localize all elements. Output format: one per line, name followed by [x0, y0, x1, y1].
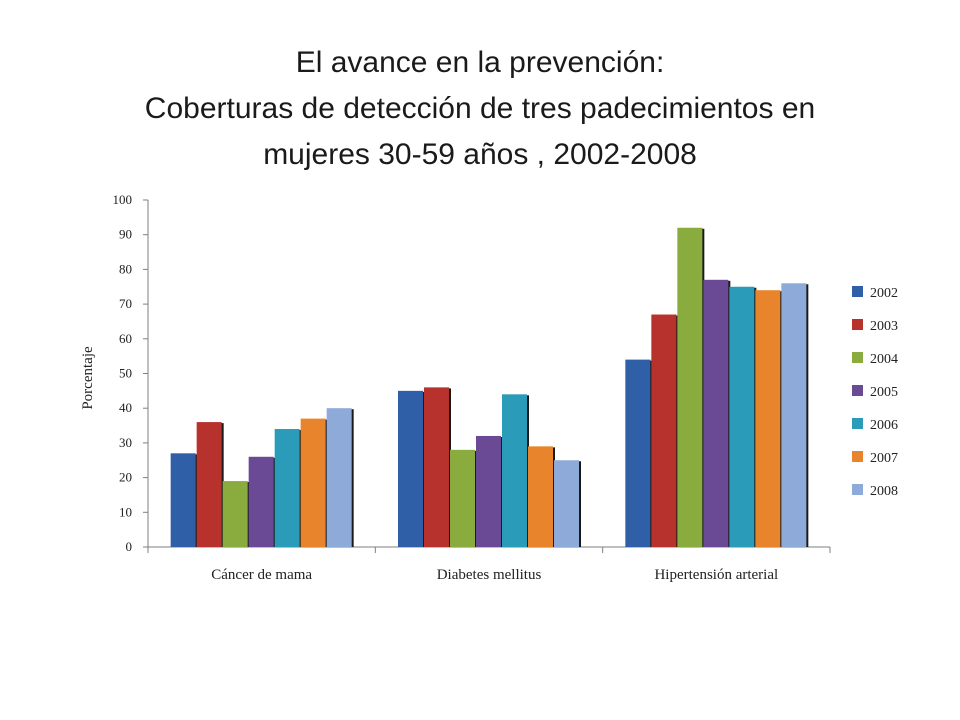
y-tick-label: 80 [119, 261, 132, 276]
bar [755, 290, 781, 547]
bar [554, 460, 579, 547]
y-tick-label: 0 [126, 539, 133, 554]
y-tick-label: 10 [119, 504, 132, 519]
bar [450, 449, 475, 547]
bar [781, 283, 807, 547]
bar [424, 387, 449, 547]
bar [300, 418, 326, 547]
title-line-1: El avance en la prevención: [295, 46, 665, 79]
legend-swatch [852, 319, 863, 330]
legend-swatch [852, 451, 863, 462]
legend-swatch [852, 418, 863, 429]
y-tick-label: 100 [113, 192, 133, 207]
legend-label: 2002 [870, 286, 898, 301]
legend-swatch [852, 385, 863, 396]
title-line-3: mujeres 30-59 años , 2002-2008 [263, 138, 697, 171]
legend-label: 2004 [870, 352, 898, 367]
y-tick-label: 90 [119, 227, 132, 242]
bar [703, 279, 729, 547]
chart-legend: 2002 2003 2004 2005 2006 2007 2008 [852, 286, 898, 499]
bar [502, 394, 527, 547]
chart-bars [170, 227, 809, 547]
legend-swatch [852, 286, 863, 297]
legend-label: 2007 [870, 451, 898, 466]
title-line-2: Coberturas de detección de tres padecimi… [144, 92, 816, 125]
y-tick-label: 20 [119, 470, 132, 485]
slide-title: El avance en la prevención: Coberturas d… [0, 40, 960, 178]
x-tick-label: Hipertensión arterial [654, 567, 778, 583]
bar [222, 481, 248, 547]
bar [729, 286, 755, 547]
bar [625, 359, 651, 547]
bar [398, 390, 423, 547]
bar [476, 435, 501, 547]
x-tick-label: Cáncer de mama [211, 567, 312, 583]
legend-swatch [852, 352, 863, 363]
bar [326, 408, 352, 547]
bar [170, 453, 196, 547]
bar [196, 422, 222, 547]
bar [677, 227, 703, 547]
y-tick-label: 40 [119, 400, 132, 415]
legend-swatch [852, 484, 863, 495]
y-axis-label: Porcentaje [80, 346, 96, 410]
bar [248, 456, 274, 547]
bar [274, 429, 300, 547]
y-tick-label: 70 [119, 296, 132, 311]
legend-label: 2008 [870, 484, 898, 499]
legend-label: 2006 [870, 418, 898, 433]
legend-label: 2005 [870, 385, 898, 400]
y-tick-label: 50 [119, 366, 132, 381]
y-tick-label: 30 [119, 435, 132, 450]
bar [528, 446, 553, 547]
x-tick-label: Diabetes mellitus [437, 567, 542, 583]
bar [651, 314, 677, 547]
legend-label: 2003 [870, 319, 898, 334]
y-tick-label: 60 [119, 331, 132, 346]
